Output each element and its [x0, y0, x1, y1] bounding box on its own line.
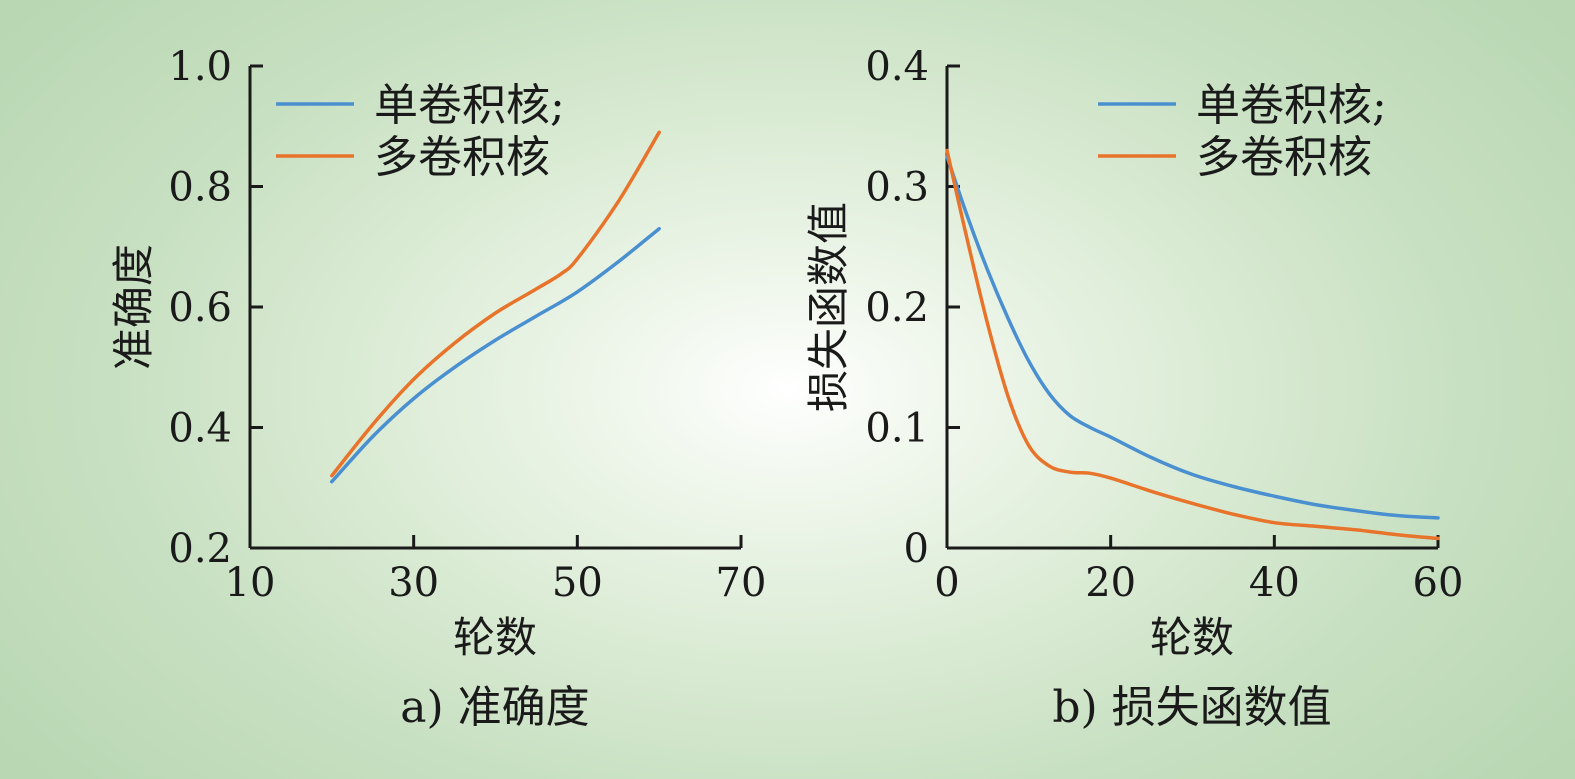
- chart-loss-y-tick-label: 0.1: [865, 406, 929, 452]
- chart-loss-ticks: 0 0.1 0.2 0.3 0.4 0 20 40 60: [865, 44, 1463, 606]
- chart-accuracy-legend-label: 单卷积核;: [374, 80, 565, 131]
- chart-accuracy-y-tick-label: 0.8: [168, 165, 232, 211]
- chart-accuracy-y-tick-label: 0.6: [168, 285, 232, 331]
- chart-accuracy-y-tick-label: 0.4: [168, 406, 232, 452]
- chart-accuracy-series-multi-kernel-line: [330, 130, 661, 478]
- chart-loss-x-tick-label: 40: [1249, 560, 1300, 606]
- chart-accuracy-y-tick-label: 1.0: [168, 44, 232, 90]
- chart-accuracy: 0.2 0.4 0.6 0.8 1.0 10 30 50 70 单卷积核;多卷积核 轮数 准确度…: [109, 44, 766, 733]
- chart-loss-y-tick-label: 0.4: [865, 44, 929, 90]
- chart-loss-legend-label: 多卷积核: [1196, 132, 1372, 183]
- chart-accuracy-ticks: 0.2 0.4 0.6 0.8 1.0 10 30 50 70: [168, 44, 766, 606]
- chart-loss-x-tick-label: 20: [1085, 560, 1136, 606]
- chart-loss-legend-label: 单卷积核;: [1196, 80, 1387, 131]
- chart-loss: 00.10.20.30.40 20 40 60 单卷积核;多卷积核 轮数 损失函数值 …: [804, 44, 1463, 733]
- chart-accuracy-x-tick-label: 10: [225, 560, 276, 606]
- chart-accuracy-caption: a) 准确度: [400, 682, 589, 733]
- chart-accuracy-x-tick-label: 30: [388, 560, 439, 606]
- chart-loss-y-label: 损失函数值: [804, 202, 853, 412]
- chart-accuracy-y-tick-label: 0.2: [168, 526, 232, 572]
- chart-loss-y-tick-label: 0.3: [865, 165, 929, 211]
- chart-loss-x-label: 轮数: [1150, 613, 1234, 662]
- chart-accuracy-x-label: 轮数: [453, 613, 537, 662]
- chart-accuracy-series: [330, 130, 661, 484]
- chart-accuracy-x-tick-label: 50: [552, 560, 603, 606]
- chart-loss-x-tick-label: 60: [1413, 560, 1464, 606]
- chart-accuracy-series-single-kernel-line: [330, 226, 661, 484]
- chart-loss-y-tick-label: 0.2: [865, 285, 929, 331]
- chart-loss-y-tick-label: 0: [904, 526, 929, 572]
- chart-accuracy-x-tick-label: 70: [716, 560, 767, 606]
- chart-accuracy-legend: 单卷积核;多卷积核: [276, 80, 565, 183]
- chart-accuracy-legend-label: 多卷积核: [374, 132, 550, 183]
- chart-loss-x-tick-label: 0: [934, 560, 959, 606]
- chart-accuracy-y-label: 准确度: [109, 244, 158, 370]
- chart-loss-legend: 单卷积核;多卷积核: [1098, 80, 1387, 183]
- chart-loss-series-multi-kernel-line: [945, 148, 1440, 541]
- chart-loss-caption: b) 损失函数值: [1052, 682, 1331, 733]
- chart-loss-series-single-kernel-line: [945, 154, 1440, 520]
- chart-loss-series: [945, 148, 1440, 541]
